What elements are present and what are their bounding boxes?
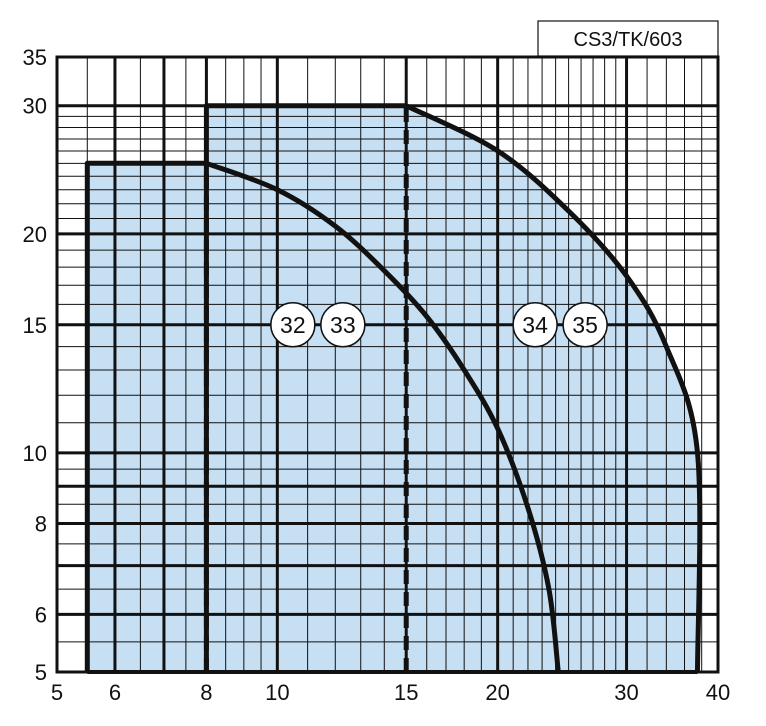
series-fill-2: [206, 105, 700, 672]
series-curve-1: [84, 160, 561, 673]
y-tick-label: 35: [23, 45, 47, 70]
series-badges: 32 33 34 35: [270, 302, 608, 348]
x-tick-label: 20: [485, 680, 509, 705]
series-badge-label: 33: [330, 312, 356, 338]
series-badge-label: 35: [572, 312, 598, 338]
series-badge-circle: [270, 302, 316, 348]
plot-frame: [55, 55, 720, 674]
dashed-dividers: [203, 105, 409, 672]
x-tick-label: 5: [51, 680, 63, 705]
series-badge-label: 34: [522, 312, 548, 338]
x-tick-labels: 5 6 8 10 15 20 30 40: [51, 680, 730, 705]
y-tick-labels: 5 6 8 10 15 20 30 35: [23, 45, 47, 685]
series-badge-circle: [512, 302, 558, 348]
x-tick-label: 8: [200, 680, 212, 705]
minor-grid: [57, 57, 718, 672]
x-tick-label: 30: [614, 680, 638, 705]
x-tick-label: 10: [265, 680, 289, 705]
y-tick-label: 5: [35, 660, 47, 685]
x-tick-label: 6: [109, 680, 121, 705]
series-badge-label: 32: [280, 312, 306, 338]
y-tick-label: 10: [23, 441, 47, 466]
y-tick-label: 20: [23, 222, 47, 247]
figure-code-box: CS3/TK/603: [537, 20, 719, 57]
y-tick-label: 6: [35, 602, 47, 627]
x-tick-label: 40: [706, 680, 730, 705]
series-curve-2: [203, 103, 703, 673]
y-tick-label: 30: [23, 94, 47, 119]
figure-code: CS3/TK/603: [574, 29, 683, 51]
series-badge-circle: [562, 302, 608, 348]
y-tick-label: 15: [23, 313, 47, 338]
y-tick-label: 8: [35, 511, 47, 536]
series-badge-circle: [320, 302, 366, 348]
x-tick-label: 15: [394, 680, 418, 705]
